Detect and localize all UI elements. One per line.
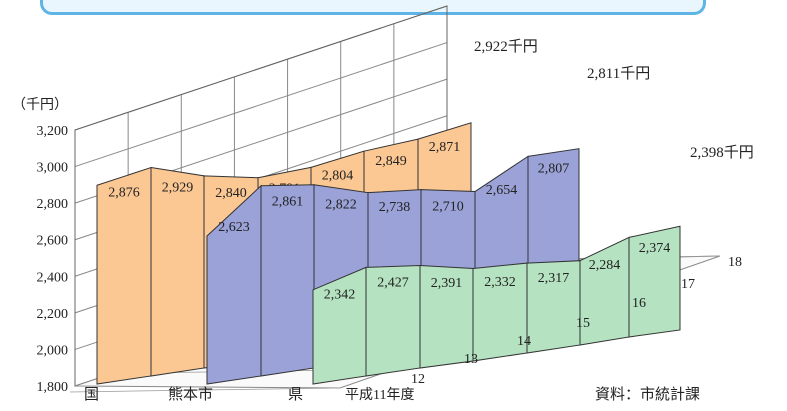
data-label: 2,929 xyxy=(162,181,194,196)
data-label: 2,871 xyxy=(429,140,461,155)
data-label: 2,374 xyxy=(639,241,671,256)
data-label: 2,738 xyxy=(379,200,411,215)
series-category-labels: 国 熊本市 県 xyxy=(84,385,303,403)
data-label: 2,332 xyxy=(484,275,516,290)
data-label: 2,710 xyxy=(432,200,464,215)
x-tick-label: 16 xyxy=(632,296,646,311)
y-tick-label: 2,000 xyxy=(37,343,69,358)
y-tick-label: 2,200 xyxy=(37,307,69,322)
series-label: 熊本市 xyxy=(168,385,213,403)
data-label: 2,804 xyxy=(322,168,354,183)
ribbon-panel xyxy=(628,225,681,338)
data-label: 2,807 xyxy=(538,162,570,177)
end-label: 2,922千円 xyxy=(474,38,538,55)
data-label: 2,284 xyxy=(589,258,621,273)
data-label: 2,849 xyxy=(375,154,407,169)
end-label: 2,398千円 xyxy=(690,144,754,161)
end-label: 2,811千円 xyxy=(587,65,650,82)
data-label: 2,840 xyxy=(215,186,247,201)
y-axis: （千円） 1,800 2,000 2,200 2,400 2,600 2,800 3,000… xyxy=(12,97,68,395)
y-axis-title: （千円） xyxy=(12,97,68,113)
source-note: 資料：市統計課 xyxy=(595,385,700,403)
ribbon-panel xyxy=(260,184,315,377)
ribbons: 2,8762,9292,8402,7912,8042,8492,8712,922… xyxy=(96,38,754,385)
x-tick-label: 17 xyxy=(681,277,695,292)
y-tick-label: 2,400 xyxy=(37,270,69,285)
x-tick-label: 14 xyxy=(517,334,531,349)
data-label: 2,427 xyxy=(377,275,409,290)
data-label: 2,317 xyxy=(538,271,570,286)
x-tick-label: 15 xyxy=(576,316,590,331)
data-label: 2,861 xyxy=(272,194,304,209)
y-tick-label: 1,800 xyxy=(37,380,69,395)
x-tick-label: 平成11年度 xyxy=(345,387,414,403)
y-tick-label: 3,000 xyxy=(37,161,69,176)
data-label: 2,342 xyxy=(324,288,356,303)
data-label: 2,876 xyxy=(108,185,140,200)
y-tick-label: 3,200 xyxy=(37,124,69,139)
floor-gridline xyxy=(69,387,341,393)
ribbon-県: 2,342 2,427 2,391 2,332 2,317 2,284 2,374 2,398… xyxy=(312,144,754,385)
data-label: 2,654 xyxy=(486,183,518,198)
series-label: 県 xyxy=(288,385,303,403)
data-label: 2,623 xyxy=(218,220,250,235)
x-tick-label: 13 xyxy=(464,352,478,367)
x-tick-label: 12 xyxy=(411,372,425,387)
series-label: 国 xyxy=(84,385,99,403)
ribbon-panel xyxy=(150,166,205,377)
wall-gridline xyxy=(74,42,448,168)
x-tick-label: 18 xyxy=(728,255,742,270)
y-tick-label: 2,800 xyxy=(37,197,69,212)
data-label: 2,391 xyxy=(431,276,463,291)
y-tick-label: 2,600 xyxy=(37,234,69,249)
data-label: 2,822 xyxy=(325,198,357,213)
top-banner xyxy=(40,0,706,15)
